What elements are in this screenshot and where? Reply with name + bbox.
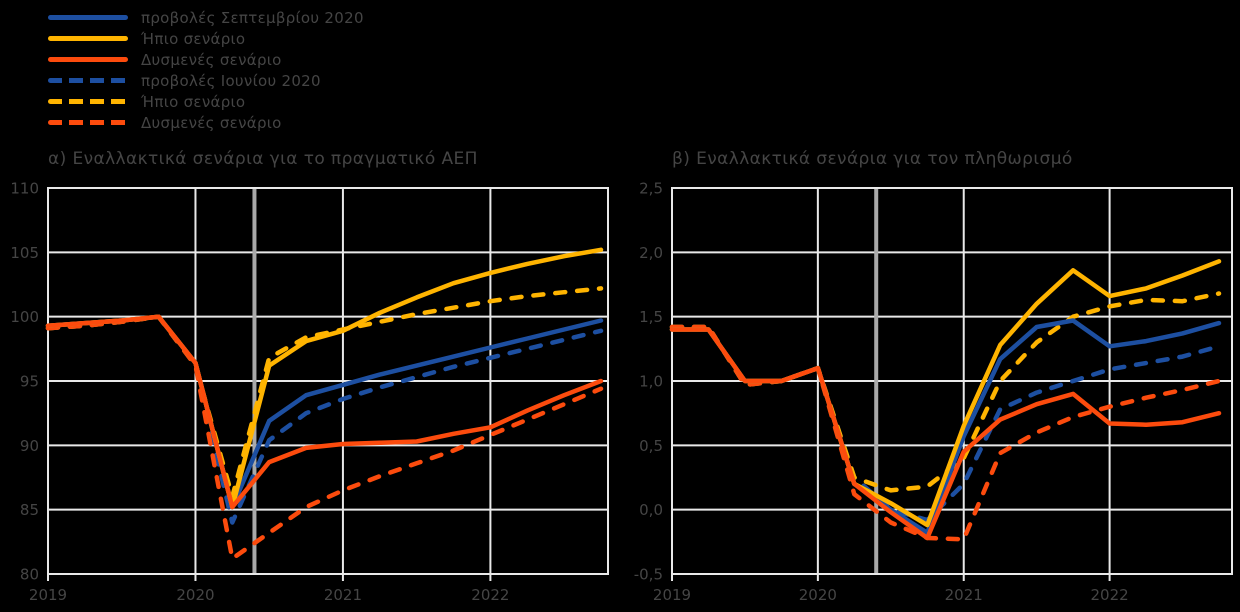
- legend-label: προβολές Ιουνίου 2020: [141, 71, 321, 90]
- chart-a-y-label: 110: [10, 180, 39, 198]
- legend-label: προβολές Σεπτεμβρίου 2020: [141, 8, 364, 27]
- chart-a-y-label: 90: [20, 437, 39, 455]
- legend-item: Ήπιο σενάριο: [48, 91, 364, 112]
- chart-b-y-label: 0,0: [639, 501, 663, 519]
- chart-a-y-label: 100: [10, 308, 39, 326]
- legend-item: προβολές Ιουνίου 2020: [48, 70, 364, 91]
- chart-a-series-blue-solid: [45, 314, 604, 510]
- chart-b-y-label: -0,5: [634, 566, 663, 584]
- legend-item: Δυσμενές σενάριο: [48, 49, 364, 70]
- solid-orange-line-swatch: [48, 57, 128, 62]
- chart-a-frame: [47, 187, 609, 575]
- chart-b-y-label: 2,0: [639, 244, 663, 262]
- chart-b-x-label: 2021: [945, 586, 983, 604]
- chart-a-x-label: 2021: [324, 586, 362, 604]
- chart-b-frame: [671, 187, 1233, 575]
- solid-blue-line-swatch: [48, 15, 128, 20]
- chart-b-title: β) Εναλλακτικά σενάρια για τον πληθωρισμ…: [672, 149, 1073, 169]
- chart-a-series-yellow-solid: [45, 247, 604, 510]
- chart-b-x-label: 2022: [1091, 586, 1129, 604]
- dashed-blue-line-swatch: [48, 78, 128, 83]
- chart-a-y-label: 105: [10, 244, 39, 262]
- chart-a-y-label: 95: [20, 373, 39, 391]
- solid-yellow-line-swatch: [48, 36, 128, 41]
- chart-a-title: α) Εναλλακτικά σενάρια για το πραγματικό…: [48, 149, 478, 169]
- legend-label: Ήπιο σενάριο: [141, 92, 246, 111]
- chart-b-x-label: 2020: [799, 586, 837, 604]
- chart-b-series-orange-dashed: [669, 324, 1222, 542]
- chart-b-x-label: 2019: [653, 586, 691, 604]
- chart-b-series-blue-dashed: [669, 324, 1222, 523]
- dashed-orange-line-swatch: [48, 120, 128, 125]
- legend-item: προβολές Σεπτεμβρίου 2020: [48, 7, 364, 28]
- chart-a-y-label: 80: [20, 566, 39, 584]
- dashed-yellow-line-swatch: [48, 99, 128, 104]
- chart-a-series-orange-solid: [45, 314, 604, 510]
- chart-a-y-label: 85: [20, 501, 39, 519]
- legend-item: Ήπιο σενάριο: [48, 28, 364, 49]
- chart-a-x-label: 2020: [176, 586, 214, 604]
- chart-a-series-blue-dashed: [45, 314, 604, 525]
- chart-b-y-label: 0,5: [639, 437, 663, 455]
- legend-item: Δυσμενές σενάριο: [48, 112, 364, 133]
- chart-a-x-label: 2022: [471, 586, 509, 604]
- legend-label: Δυσμενές σενάριο: [141, 50, 282, 69]
- chart-b-series-yellow-dashed: [669, 291, 1222, 493]
- chart-b-series-orange-solid: [669, 327, 1222, 541]
- chart-a-x-label: 2019: [29, 586, 67, 604]
- chart-b-y-label: 1,0: [639, 373, 663, 391]
- chart-b-y-label: 2,5: [639, 180, 663, 198]
- legend-label: Ήπιο σενάριο: [141, 29, 246, 48]
- legend: προβολές Σεπτεμβρίου 2020 Ήπιο σενάριο Δυσ…: [48, 7, 364, 133]
- chart-b-y-label: 1,5: [639, 308, 663, 326]
- legend-label: Δυσμενές σενάριο: [141, 113, 282, 132]
